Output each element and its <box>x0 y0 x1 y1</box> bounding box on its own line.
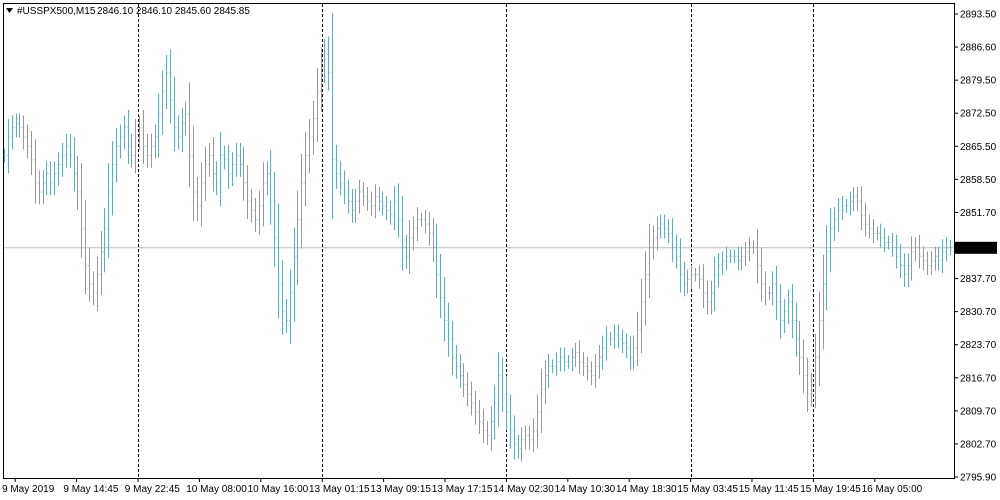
y-tick-label: 2795.90 <box>960 473 997 484</box>
current-price-tag-background <box>955 241 997 254</box>
current-price-tag: 2845.85 <box>955 241 997 254</box>
dropdown-triangle-icon[interactable] <box>6 8 13 13</box>
y-tick-label: 2893.50 <box>960 10 997 21</box>
y-tick-label: 2823.70 <box>960 340 997 351</box>
x-tick-label: 10 May 16:00 <box>248 484 309 495</box>
plot-frame <box>3 3 955 479</box>
y-tick-label: 2802.70 <box>960 439 997 450</box>
x-tick-label: 9 May 14:45 <box>63 484 118 495</box>
current-price-tag-label: 2845.85 <box>958 243 995 254</box>
price-axis: 2893.50 2886.60 2879.50 2872.50 2865.50 2858.… <box>954 10 997 484</box>
x-tick-label: 14 May 18:30 <box>616 484 677 495</box>
x-tick-label: 15 May 19:45 <box>800 484 861 495</box>
y-tick-label: 2872.50 <box>960 109 997 120</box>
x-tick-label: 14 May 02:30 <box>493 484 554 495</box>
x-tick-label: 9 May 2019 <box>2 484 55 495</box>
chart-header: #USSPX500,M15 2846.10 2846.10 2845.60 28… <box>6 6 250 17</box>
y-tick-label: 2886.60 <box>960 43 997 54</box>
y-tick-label: 2830.70 <box>960 307 997 318</box>
price-bars <box>3 13 952 462</box>
y-tick-label: 2879.50 <box>960 76 997 87</box>
x-tick-label: 13 May 01:15 <box>309 484 370 495</box>
x-tick-label: 15 May 03:45 <box>677 484 738 495</box>
y-tick-label: 2865.50 <box>960 142 997 153</box>
symbol-label: #USSPX500,M15 <box>17 6 96 17</box>
ohlc-values: 2846.10 2846.10 2845.60 2845.85 <box>97 6 250 17</box>
y-tick-label: 2816.70 <box>960 373 997 384</box>
x-tick-label: 10 May 08:00 <box>186 484 247 495</box>
x-tick-label: 16 May 05:00 <box>862 484 923 495</box>
y-tick-label: 2809.70 <box>960 406 997 417</box>
x-tick-label: 13 May 09:15 <box>370 484 431 495</box>
y-tick-label: 2851.70 <box>960 208 997 219</box>
x-tick-label: 13 May 17:15 <box>432 484 493 495</box>
time-axis: 9 May 2019 9 May 14:45 9 May 22:45 10 May 0… <box>2 478 923 495</box>
y-tick-label: 2837.70 <box>960 274 997 285</box>
y-tick-label: 2858.50 <box>960 175 997 186</box>
x-tick-label: 14 May 10:30 <box>555 484 616 495</box>
x-tick-label: 15 May 11:45 <box>739 484 799 495</box>
x-tick-label: 9 May 22:45 <box>125 484 180 495</box>
